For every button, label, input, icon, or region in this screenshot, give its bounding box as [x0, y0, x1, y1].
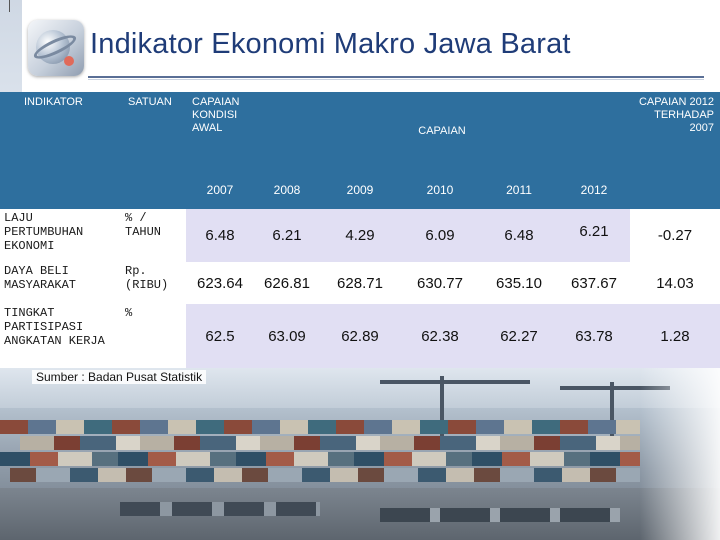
year-header: 2011	[480, 170, 558, 209]
table-cell: 6.21	[254, 209, 320, 262]
table-cell: 635.10	[480, 262, 558, 304]
table-cell: 6.48	[480, 209, 558, 262]
crane-boom	[560, 386, 670, 390]
table-cell: 626.81	[254, 262, 320, 304]
container-row	[0, 420, 640, 434]
year-header: 2009	[320, 170, 400, 209]
table-cell: 62.5	[186, 304, 254, 368]
header-satuan: SATUAN	[120, 92, 186, 209]
container-row	[0, 452, 640, 466]
red-dot-icon	[64, 56, 74, 66]
title-underline-light	[88, 79, 704, 80]
table-cell: 623.64	[186, 262, 254, 304]
change-cell: -0.27	[630, 209, 720, 262]
row-unit-label: Rp. (RIBU)	[120, 262, 186, 304]
row-indicator-label: LAJU PERTUMBUHAN EKONOMI	[0, 209, 120, 262]
table-cell: 6.09	[400, 209, 480, 262]
source-note: Sumber : Badan Pusat Statistik	[32, 370, 207, 384]
strip-line	[9, 0, 10, 12]
header-capaian: CAPAIAN	[254, 92, 630, 170]
header-indikator: INDIKATOR	[0, 92, 120, 209]
container-row	[120, 502, 320, 516]
table-cell: 637.67	[558, 262, 630, 304]
row-indicator-label: DAYA BELI MASYARAKAT	[0, 262, 120, 304]
change-cell: 1.28	[630, 304, 720, 368]
photo-fade	[640, 368, 720, 540]
container-port-photo	[0, 368, 720, 540]
row-indicator-label: TINGKAT PARTISIPASI ANGKATAN KERJA	[0, 304, 120, 368]
year-header: 2010	[400, 170, 480, 209]
table-cell: 62.89	[320, 304, 400, 368]
year-header: 2007	[186, 170, 254, 209]
crane-boom	[380, 380, 530, 384]
logo	[28, 20, 84, 76]
crane-mast	[610, 382, 614, 442]
table-cell: 62.27	[480, 304, 558, 368]
title-underline	[88, 76, 704, 78]
crane-mast	[440, 376, 444, 446]
table-cell: 63.78	[558, 304, 630, 368]
year-header: 2008	[254, 170, 320, 209]
container-row	[10, 468, 640, 482]
change-cell: 14.03	[630, 262, 720, 304]
header-capaian-terhadap: CAPAIAN 2012 TERHADAP 2007	[630, 92, 720, 209]
table-cell: 6.21	[558, 209, 630, 262]
table-cell: 62.38	[400, 304, 480, 368]
table-cell: 4.29	[320, 209, 400, 262]
row-unit-label: % / TAHUN	[120, 209, 186, 262]
container-row	[20, 436, 640, 450]
table-cell: 6.48	[186, 209, 254, 262]
table-cell: 63.09	[254, 304, 320, 368]
row-unit-label: %	[120, 304, 186, 368]
table-cell: 630.77	[400, 262, 480, 304]
header-kondisi-awal: CAPAIAN KONDISI AWAL	[186, 92, 254, 170]
table-cell: 628.71	[320, 262, 400, 304]
year-header: 2012	[558, 170, 630, 209]
page-title: Indikator Ekonomi Makro Jawa Barat	[90, 28, 571, 60]
container-row	[380, 508, 620, 522]
